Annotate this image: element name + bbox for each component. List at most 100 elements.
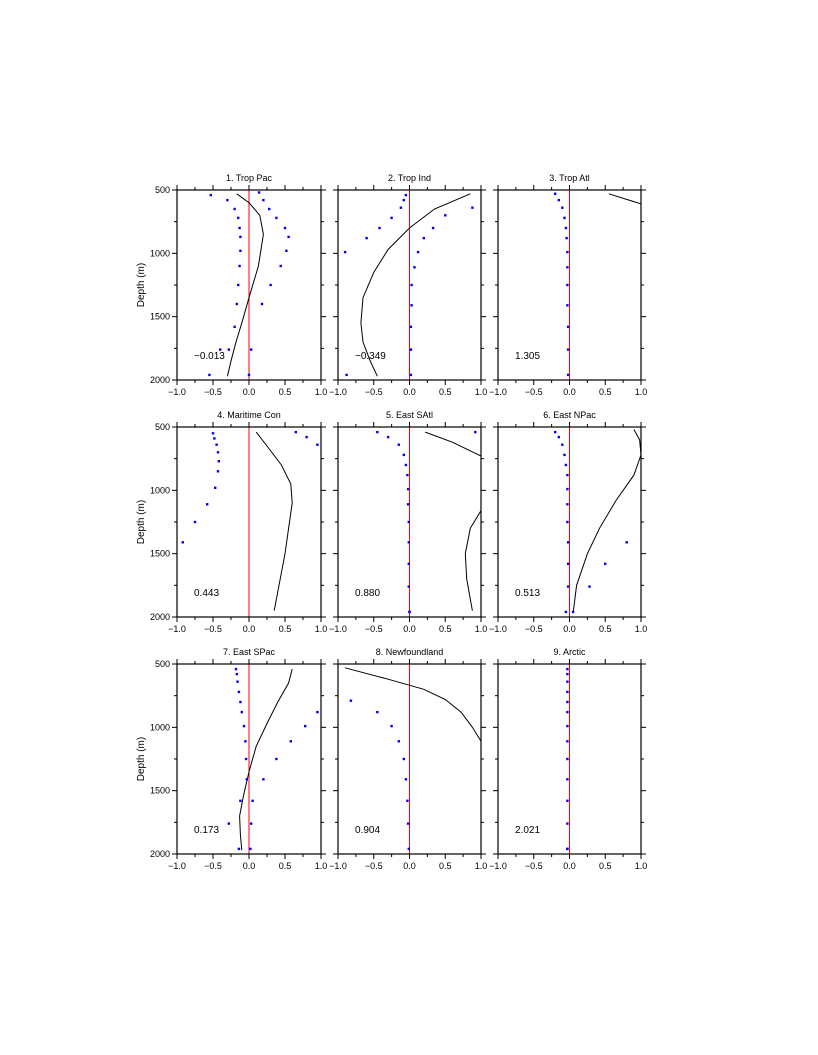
- x-tick-label: 0.0: [403, 624, 416, 634]
- data-point: [260, 302, 264, 306]
- data-point: [404, 463, 408, 467]
- data-point: [566, 541, 570, 544]
- data-point: [305, 435, 308, 439]
- x-tick-label: −0.5: [365, 861, 383, 871]
- profile-line: [608, 193, 641, 205]
- data-point: [563, 453, 566, 457]
- data-point: [214, 486, 217, 489]
- profile-line: [255, 431, 293, 611]
- profile-line: [360, 193, 471, 377]
- data-point: [386, 435, 390, 439]
- panel-title: 4. Maritime Con: [217, 410, 281, 420]
- data-point: [240, 710, 243, 714]
- data-point: [294, 430, 297, 434]
- data-point: [561, 443, 564, 446]
- data-point: [561, 206, 564, 209]
- data-point: [376, 710, 379, 714]
- data-point: [235, 672, 238, 676]
- data-point: [283, 226, 287, 230]
- y-tick-label: 1000: [150, 722, 170, 732]
- data-point: [564, 226, 568, 230]
- panel-title: 2. Trop Ind: [388, 173, 431, 183]
- y-axis-label: Depth (m): [136, 263, 147, 307]
- data-point: [566, 778, 569, 781]
- data-point: [216, 470, 220, 473]
- data-point: [604, 562, 607, 565]
- panel-title: 6. East NPac: [543, 410, 596, 420]
- data-point: [237, 216, 240, 220]
- data-point: [406, 473, 409, 477]
- data-point: [554, 430, 557, 434]
- x-tick-label: −0.5: [365, 624, 383, 634]
- y-tick-label: 1500: [150, 312, 170, 322]
- data-point: [566, 562, 570, 565]
- data-point: [444, 214, 447, 217]
- data-point: [408, 610, 411, 614]
- profile-line: [464, 510, 481, 611]
- data-point: [262, 778, 265, 781]
- data-point: [566, 710, 569, 714]
- data-point: [557, 435, 560, 439]
- x-tick-label: 1.0: [635, 861, 648, 871]
- y-tick-label: 500: [155, 185, 170, 195]
- data-point: [566, 724, 569, 728]
- x-tick-label: 0.0: [243, 624, 256, 634]
- data-point: [237, 847, 241, 851]
- panel-title: 7. East SPac: [223, 647, 276, 657]
- data-point: [409, 348, 413, 351]
- x-tick-label: 0.5: [279, 861, 292, 871]
- data-point: [566, 283, 569, 287]
- data-point: [239, 700, 242, 704]
- data-point: [213, 437, 216, 440]
- profile-line: [226, 193, 264, 377]
- y-tick-label: 2000: [150, 375, 170, 385]
- data-point: [571, 610, 575, 614]
- data-point: [409, 373, 413, 377]
- data-point: [235, 302, 238, 306]
- x-tick-label: 0.5: [439, 861, 452, 871]
- data-point: [316, 443, 319, 446]
- data-point: [216, 451, 220, 454]
- data-point: [422, 236, 425, 240]
- y-tick-label: 1000: [150, 248, 170, 258]
- panel-value: 0.513: [515, 588, 540, 599]
- x-tick-label: −1.0: [168, 861, 186, 871]
- data-point: [238, 226, 241, 230]
- data-point: [416, 250, 420, 254]
- data-point: [268, 207, 271, 211]
- data-point: [390, 216, 393, 220]
- data-point: [566, 757, 569, 761]
- data-point: [226, 198, 229, 202]
- y-tick-label: 500: [155, 659, 170, 669]
- data-point: [236, 680, 239, 683]
- data-point: [289, 740, 292, 743]
- data-point: [247, 373, 251, 377]
- data-point: [237, 690, 241, 694]
- data-point: [563, 216, 566, 220]
- y-tick-label: 1500: [150, 786, 170, 796]
- panel-value: 0.880: [355, 588, 380, 599]
- data-point: [233, 325, 236, 328]
- data-point: [566, 250, 569, 254]
- data-point: [239, 235, 242, 239]
- data-point: [211, 432, 215, 435]
- data-point: [209, 193, 212, 197]
- data-point: [227, 822, 230, 825]
- x-tick-label: −0.5: [525, 387, 543, 397]
- x-tick-label: 0.5: [439, 387, 452, 397]
- profile-line: [239, 668, 293, 851]
- x-tick-label: −0.5: [204, 387, 222, 397]
- x-tick-label: 0.0: [563, 387, 576, 397]
- data-point: [250, 822, 253, 825]
- panel-title: 1. Trop Pac: [226, 173, 273, 183]
- data-point: [625, 541, 628, 544]
- data-point: [566, 304, 569, 307]
- data-point: [402, 757, 405, 761]
- data-point: [397, 740, 400, 743]
- x-tick-label: 0.0: [563, 624, 576, 634]
- panel-value: 2.021: [515, 825, 540, 836]
- data-point: [269, 283, 272, 287]
- x-tick-label: −1.0: [329, 861, 347, 871]
- data-point: [471, 206, 474, 209]
- data-point: [474, 430, 477, 434]
